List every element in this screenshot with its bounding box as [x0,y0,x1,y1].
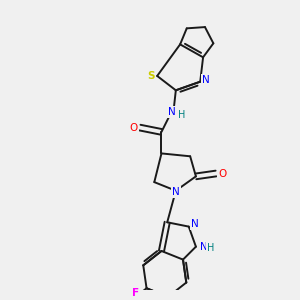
Text: S: S [147,71,154,81]
Text: H: H [207,243,214,253]
Text: N: N [172,187,180,197]
Text: O: O [218,169,226,178]
Text: N: N [202,75,210,85]
Text: N: N [200,242,208,252]
Text: F: F [132,288,139,298]
Text: N: N [168,107,176,117]
Text: H: H [178,110,185,120]
Text: O: O [130,123,138,133]
Text: N: N [191,219,199,229]
